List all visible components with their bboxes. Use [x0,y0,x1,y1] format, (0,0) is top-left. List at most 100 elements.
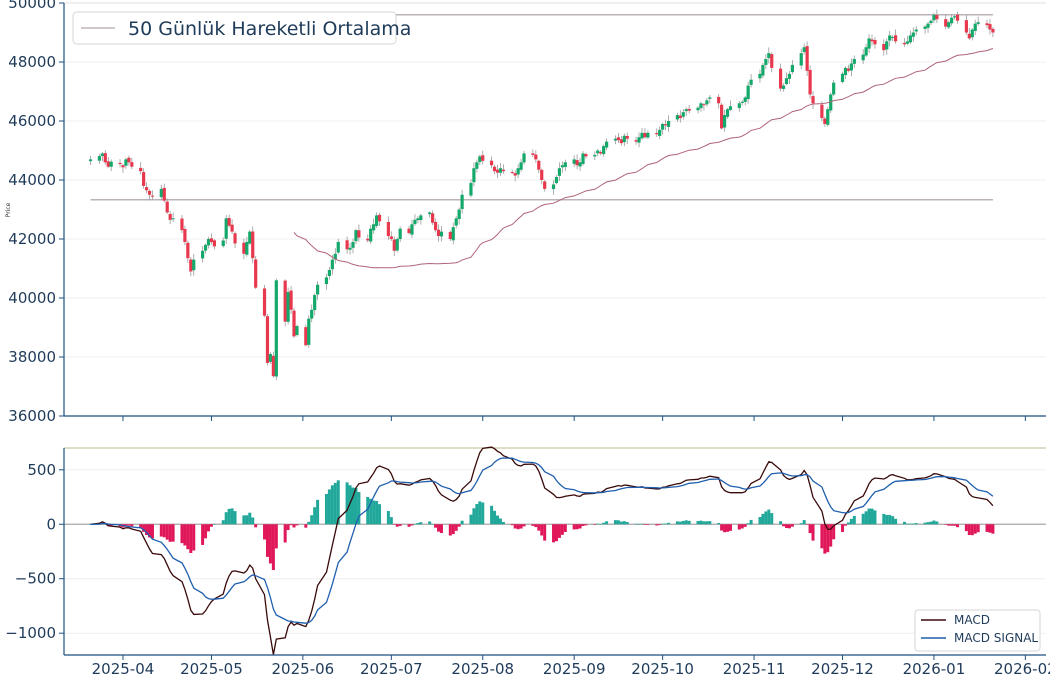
macd-histogram-bar [728,524,732,531]
macd-histogram-bar [944,524,948,525]
macd-histogram-bar [186,524,190,550]
candle-body [180,218,184,231]
macd-histogram-bar [634,523,638,525]
candle-body [439,231,444,237]
macd-histogram-bar [861,513,865,525]
macd-histogram-bar [749,519,753,525]
candle-body [596,150,600,154]
candle-body [805,46,809,71]
candle-body [746,85,750,100]
macd-histogram-bar [658,524,662,526]
candle-body [843,67,848,75]
macd-histogram-bar [829,524,833,547]
macd-histogram-bar [493,510,497,525]
candle-body [147,190,152,195]
candle-body [728,106,733,110]
macd-histogram-bar [501,521,505,525]
macd-histogram-bar [802,520,806,525]
candle-body [749,79,753,85]
candle-body [758,73,762,79]
candle-body [127,157,131,163]
candle-body [964,20,968,33]
macd-histogram-bar [168,524,172,542]
candle-body [144,187,149,191]
candle-body [413,219,417,225]
candle-body [262,288,267,316]
macd-histogram-bar [870,508,874,525]
macd-histogram-bar [428,521,432,525]
macd-histogram-bar [254,524,258,528]
macd-histogram-bar [224,512,228,525]
candle-body [681,112,685,117]
macd-histogram-bar [469,514,473,525]
candle-body [599,151,603,154]
macd-histogram-bar [914,523,918,525]
macd-x-ticks: 2025-04 2025-05 2025-06 2025-07 2025-08 2025-… [92,655,1050,677]
macd-histogram-bar [189,524,193,553]
macd-histogram-bar [823,524,827,554]
candle-body [655,132,659,135]
candle-body [885,41,889,50]
candle-body [932,14,936,21]
macd-x-tick-label: 2025-07 [360,660,423,677]
macd-histogram-bar [602,522,606,525]
macd-histogram-bar [643,524,647,525]
macd-histogram-bar [991,524,995,534]
candle-body [802,47,806,53]
macd-histogram-bar [976,524,980,533]
candle-body [265,316,270,363]
macd-histogram-bar [905,523,909,525]
macd-signal-line [90,457,994,624]
candle-body [88,159,93,162]
candle-body [622,135,626,143]
candle-body [407,228,411,234]
candle-body [911,32,915,37]
macd-histogram-bar [885,514,889,525]
candle-body [121,165,125,168]
candle-body [109,161,113,167]
candle-body [764,59,768,65]
candle-body [189,259,193,272]
macd-histogram-bar [150,524,154,539]
candle-body [947,22,951,28]
candle-body [602,146,606,155]
candle-body [905,41,909,44]
macd-histogram [89,480,995,571]
candle-body [233,233,237,244]
candle-body [840,73,845,82]
candle-body [778,68,783,89]
macd-histogram-bar [846,522,850,525]
macd-histogram-bar [478,501,482,525]
candle-body [139,167,143,172]
macd-histogram-bar [230,508,234,525]
candle-body [991,28,995,33]
candle-body [811,96,815,104]
candle-body [761,64,765,76]
candle-body [304,327,308,346]
macd-histogram-bar [180,524,184,544]
candle-body [475,162,479,169]
macd-histogram-bar [439,524,443,534]
macd-histogram-bar [619,521,623,525]
candle-body [743,97,747,102]
candle-body [192,259,196,271]
macd-histogram-bar [448,524,452,536]
macd-signal-legend-label: MACD SIGNAL [954,631,1038,645]
candle-body [227,218,231,226]
candle-body [613,138,618,141]
macd-histogram-bar [596,523,600,525]
macd-histogram-bar [201,524,205,545]
macd-line [90,446,994,655]
candle-body [572,159,576,164]
macd-histogram-bar [221,520,225,525]
candle-body [914,29,918,32]
candle-body [554,177,559,184]
macd-histogram-bar [366,496,370,525]
candle-body [307,318,311,345]
macd-histogram-bar [127,524,131,526]
macd-histogram-bar [534,524,538,528]
macd-histogram-bar [268,524,272,564]
macd-histogram-bar [148,524,152,538]
candle-body [988,24,992,30]
candle-body [398,228,402,240]
